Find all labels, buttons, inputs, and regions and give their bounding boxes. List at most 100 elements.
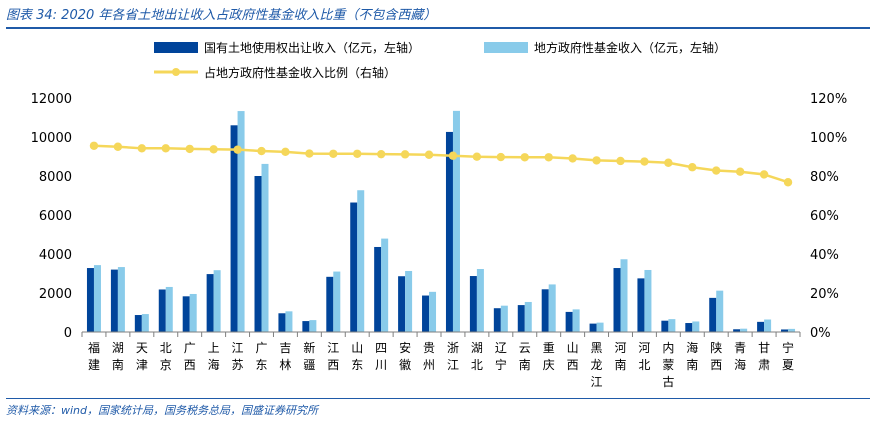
bar-fund-revenue — [261, 163, 269, 332]
y-right-tick-label: 40% — [810, 248, 839, 263]
bar-land-revenue — [398, 276, 406, 332]
x-tick-label: 四川 — [375, 341, 387, 372]
bar-land-revenue — [493, 308, 501, 332]
x-tick-label: 陕西 — [710, 340, 722, 372]
bar-fund-revenue — [692, 321, 700, 332]
bar-land-revenue — [158, 289, 166, 332]
bar-fund-revenue — [764, 319, 772, 332]
footer-rule — [6, 398, 870, 399]
bar-fund-revenue — [285, 311, 293, 332]
ratio-point — [113, 142, 123, 151]
x-tick-label: 湖南 — [112, 340, 124, 372]
bar-land-revenue — [541, 289, 549, 332]
ratio-point — [640, 157, 649, 166]
plot-area: 0 2000 4000 6000 8000 10000 12000 0% 20% 40% 60% 80… — [31, 92, 848, 389]
ratio-point — [568, 154, 577, 163]
ratio-point — [664, 158, 673, 167]
x-tick-label: 云南 — [519, 341, 531, 372]
title-rule — [6, 27, 870, 29]
ratio-point — [496, 152, 506, 162]
y-left-tick-label: 6000 — [39, 209, 72, 224]
bar-land-revenue — [637, 278, 645, 332]
source-note: 资料来源：wind，国家统计局，国务税务总局，国盛证券研究所 — [6, 404, 319, 417]
x-tick-label: 新疆 — [303, 340, 315, 372]
bar-land-revenue — [685, 323, 693, 332]
bar-land-revenue — [134, 315, 142, 332]
bar-land-revenue — [733, 329, 741, 332]
bar-fund-revenue — [452, 110, 460, 333]
ratio-point — [305, 149, 314, 158]
x-tick-label: 安徽 — [399, 340, 411, 372]
ratio-point — [233, 145, 242, 154]
y-right-tick-label: 20% — [810, 287, 839, 302]
x-tick-label: 北京 — [160, 341, 172, 372]
bar-land-revenue — [565, 311, 573, 332]
x-tick-label: 黑龙江 — [591, 341, 603, 389]
bar-fund-revenue — [117, 267, 125, 332]
x-tick-label: 内蒙古 — [662, 341, 674, 389]
x-tick-label: 上海 — [208, 341, 220, 372]
x-tick-label: 江苏 — [232, 341, 244, 372]
ratio-point — [592, 156, 601, 165]
ratio-point — [783, 178, 793, 187]
x-tick-label: 重庆 — [543, 341, 555, 372]
ratio-line — [93, 144, 789, 184]
bar-land-revenue — [350, 202, 358, 332]
bar-land-revenue — [254, 176, 262, 332]
x-tick-label: 吉林 — [279, 341, 291, 372]
bar-fund-revenue — [165, 286, 173, 332]
bar-land-revenue — [709, 297, 717, 332]
y-right-tick-label: 60% — [810, 209, 839, 224]
bar-land-revenue — [781, 329, 789, 332]
y-left-tick-label: 2000 — [39, 287, 72, 302]
bar-fund-revenue — [596, 322, 604, 332]
y-left-tick-label: 12000 — [31, 92, 72, 107]
y-left-tick-label: 0 — [64, 326, 72, 341]
bar-fund-revenue — [572, 309, 580, 332]
x-tick-label: 浙江 — [447, 341, 459, 372]
y-right-tick-label: 80% — [810, 170, 839, 185]
bar-fund-revenue — [237, 111, 245, 332]
legend-label-series-2: 地方政府性基金收入（亿元，左轴） — [534, 40, 726, 55]
ratio-point — [185, 144, 194, 154]
bar-land-revenue — [278, 313, 286, 332]
ratio-point — [257, 146, 266, 156]
bar-fund-revenue — [429, 291, 437, 332]
bar-land-revenue — [469, 276, 477, 332]
ratio-point — [688, 163, 697, 172]
bar-land-revenue — [182, 296, 190, 332]
legend-swatch-series-2 — [484, 42, 528, 53]
x-tick-label: 天津 — [136, 341, 148, 372]
x-tick-label: 宁夏 — [782, 340, 794, 372]
bar-fund-revenue — [93, 265, 101, 332]
bar-fund-revenue — [405, 270, 413, 332]
ratio-point — [712, 166, 721, 175]
bar-land-revenue — [110, 269, 118, 332]
bar-land-revenue — [302, 321, 310, 332]
bar-fund-revenue — [476, 269, 484, 332]
y-left-tick-label: 10000 — [31, 131, 72, 146]
ratio-point — [329, 149, 338, 158]
x-tick-label: 河南 — [614, 341, 626, 372]
bar-fund-revenue — [213, 270, 221, 332]
bar-fund-revenue — [668, 319, 676, 332]
ratio-point — [89, 141, 99, 150]
x-tick-label: 贵州 — [423, 341, 435, 372]
chart-title: 图表 34: 2020 年各省土地出让收入占政府性基金收入比重（不包含西藏） — [6, 8, 437, 23]
bar-land-revenue — [613, 268, 621, 332]
bar-land-revenue — [422, 295, 430, 332]
ratio-point — [137, 144, 147, 153]
ratio-point — [735, 167, 745, 176]
x-tick-label: 河北 — [638, 341, 650, 372]
ratio-point — [376, 149, 386, 159]
bar-land-revenue — [86, 268, 94, 332]
x-tick-label: 广东 — [255, 341, 267, 372]
legend: 国有土地使用权出让收入（亿元，左轴） 地方政府性基金收入（亿元，左轴） 占地方政… — [154, 40, 726, 80]
bar-fund-revenue — [620, 259, 628, 332]
bar-fund-revenue — [381, 238, 389, 332]
y-right-tick-label: 120% — [810, 92, 847, 107]
x-tick-label: 海南 — [686, 340, 698, 372]
bar-fund-revenue — [644, 269, 652, 332]
ratio-point — [759, 170, 769, 179]
bar-fund-revenue — [333, 271, 341, 332]
